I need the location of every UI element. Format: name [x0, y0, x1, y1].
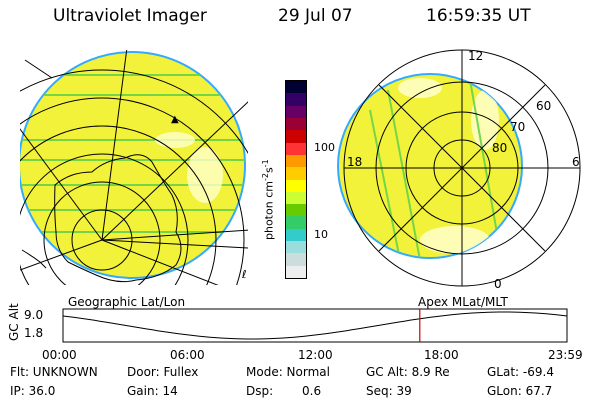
colorbar-swatch: [286, 93, 306, 106]
mlt-label-18: 18: [347, 155, 362, 169]
time-tick: 00:00: [42, 348, 77, 362]
colorbar-swatch: [286, 179, 306, 192]
colorbar-swatch: [286, 81, 306, 94]
colorbar-swatch: [286, 191, 306, 205]
sequence-number: Seq: 39: [366, 384, 412, 398]
time-tick: 23:59: [548, 348, 583, 362]
dsp-label: Dsp:: [246, 384, 274, 398]
intensity-colorbar: [285, 80, 307, 279]
mlat-label-70: 70: [510, 120, 525, 134]
uv-image-disk: [20, 51, 246, 279]
longitude-line: [101, 101, 248, 241]
colorbar-swatch: [286, 253, 306, 266]
colorbar-tick-100: 100: [314, 141, 335, 154]
coastline-outline: [54, 154, 182, 283]
time-tick: 06:00: [170, 348, 205, 362]
mlat-label-60: 60: [536, 99, 551, 113]
header: Ultraviolet Imager 29 Jul 07 16:59:35 UT: [0, 0, 600, 30]
geographic-caption: Geographic Lat/Lon: [68, 295, 186, 309]
image-date: 29 Jul 07: [278, 6, 353, 26]
colorbar-swatch: [286, 117, 306, 131]
altitude-plot: [62, 308, 568, 343]
latitude-circle: [20, 69, 248, 154]
unit-base: photon cm: [262, 181, 276, 240]
longitude-line: [20, 128, 103, 241]
mlt-diagonal: [378, 84, 546, 252]
longitude-line: [101, 229, 248, 241]
flight-status: Flt: UNKNOWN: [10, 365, 98, 379]
colorbar-swatch: [286, 228, 306, 242]
altitude-ymin-label: 1.8: [24, 326, 44, 340]
unit-exp-2: -1: [261, 159, 270, 168]
altitude-ymax-label: 9.0: [24, 308, 44, 322]
colorbar-swatch: [286, 204, 306, 217]
magnetic-polar-panel: 12 18 6 0 60 70 80: [337, 49, 581, 290]
mode-status: Mode: Normal: [246, 365, 330, 379]
colorbar-swatch: [286, 265, 306, 278]
instrument-title: Ultraviolet Imager: [53, 6, 207, 26]
dsp-value: 0.6: [302, 384, 322, 398]
longitude-line: [101, 50, 128, 241]
mlt-label-0: 0: [494, 277, 502, 290]
colorbar-swatch: [286, 167, 306, 180]
mlt-label-12: 12: [468, 49, 483, 63]
geographic-longitude: GLon: 67.7: [487, 384, 553, 398]
unit-exp-1: -2: [261, 173, 270, 182]
longitude-line: [101, 239, 248, 249]
colorbar-swatch: [286, 241, 306, 254]
colorbar-swatch: [286, 105, 306, 118]
colorbar-swatch: [286, 142, 306, 155]
mlat-label-80: 80: [492, 141, 507, 155]
svg-text:▲: ▲: [171, 114, 179, 125]
magnetic-caption: Apex MLat/MLT: [418, 295, 508, 309]
colorbar-swatch: [286, 154, 306, 168]
latitude-circle: [20, 153, 189, 285]
door-status: Door: Fullex: [127, 365, 199, 379]
longitude-line: [20, 239, 103, 271]
time-tick: 18:00: [424, 348, 459, 362]
gain-value: Gain: 14: [127, 384, 178, 398]
image-time: 16:59:35 UT: [426, 6, 531, 26]
gc-altitude: GC Alt: 8.9 Re: [366, 365, 450, 379]
geographic-image-panel: ▲ ℓ: [20, 50, 248, 285]
colorbar-swatch: [286, 130, 306, 143]
geographic-latitude: GLat: -69.4: [487, 365, 554, 379]
colorbar-tick-10: 10: [314, 228, 328, 241]
longitude-line: [101, 239, 219, 285]
latitude-circle: [43, 181, 161, 285]
colorbar-swatch: [286, 216, 306, 229]
altitude-curve: [62, 311, 568, 340]
svg-text:ℓ: ℓ: [241, 268, 247, 281]
altitude-axis-label: GC Alt: [7, 303, 21, 341]
unit-mid: s: [262, 167, 276, 174]
time-tick: 12:00: [298, 348, 333, 362]
mlt-label-6: 6: [572, 155, 580, 169]
latitude-circle: [71, 209, 133, 271]
colorbar-unit-label: photon cm-2s-1: [261, 159, 276, 240]
latitude-circle: [20, 97, 245, 285]
latitude-circle: [20, 125, 217, 285]
ip-value: IP: 36.0: [10, 384, 56, 398]
